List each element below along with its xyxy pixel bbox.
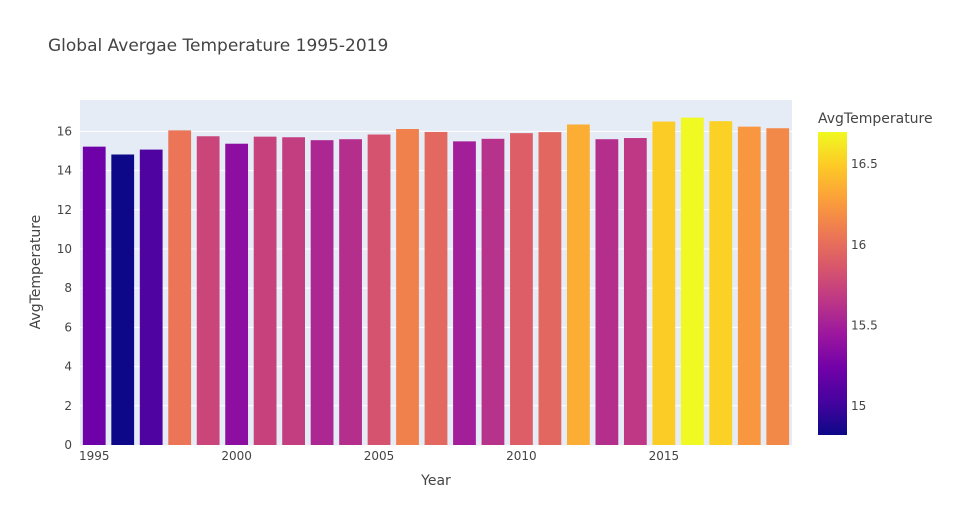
y-tick-label: 10: [57, 242, 72, 256]
y-axis-ticks: 0 2 4 6 8 10 12 14 16: [57, 124, 72, 452]
bar-2004: [339, 139, 362, 446]
x-axis-title: Year: [420, 473, 451, 489]
bar-2001: [253, 136, 277, 445]
y-tick-label: 12: [57, 203, 72, 217]
y-tick-label: 0: [64, 438, 72, 452]
colorbar-tick-label: 16: [851, 238, 866, 252]
bar-1997: [139, 149, 163, 445]
bar-2000: [225, 143, 249, 445]
x-axis-ticks: 1995 2000 2005 2010 2015: [79, 449, 679, 463]
x-tick-label: 2015: [649, 449, 680, 463]
x-tick-label: 1995: [79, 449, 110, 463]
y-tick-label: 16: [57, 124, 72, 138]
x-tick-label: 2000: [221, 449, 252, 463]
bar-2015: [652, 121, 676, 445]
bar-2018: [737, 126, 761, 445]
chart-title: Global Avergae Temperature 1995-2019: [48, 36, 388, 56]
bar-2010: [510, 133, 533, 445]
y-tick-label: 6: [64, 320, 72, 334]
bar-2016: [680, 117, 704, 446]
bar-2009: [481, 138, 505, 445]
bar-2012: [567, 124, 590, 445]
bar-1999: [196, 136, 220, 445]
bar-2011: [538, 132, 562, 446]
y-tick-label: 2: [64, 399, 72, 413]
bar-1996: [111, 154, 135, 445]
bar-2008: [453, 141, 476, 446]
bar-2006: [396, 129, 419, 446]
y-axis-title: AvgTemperature: [28, 215, 44, 330]
bar-2019: [766, 128, 790, 445]
x-tick-label: 2010: [506, 449, 537, 463]
bar-2005: [367, 134, 391, 445]
colorbar-ticks: 15 15.5 16 16.5: [851, 157, 878, 413]
bar-2002: [282, 137, 305, 445]
colorbar-tick-label: 15: [851, 399, 866, 413]
bar-2013: [595, 139, 619, 446]
x-tick-label: 2005: [364, 449, 395, 463]
y-tick-label: 4: [64, 360, 72, 374]
colorbar: [818, 132, 847, 435]
bar-1995: [82, 146, 106, 445]
bars: [82, 117, 790, 446]
bar-1998: [168, 130, 192, 445]
bar-2007: [424, 131, 448, 445]
bar-2014: [623, 138, 647, 445]
colorbar-title: AvgTemperature: [818, 111, 933, 127]
y-tick-label: 14: [57, 164, 72, 178]
y-tick-label: 8: [64, 281, 72, 295]
bar-2017: [709, 121, 733, 445]
bar-2003: [310, 140, 334, 445]
colorbar-tick-label: 16.5: [851, 157, 878, 171]
colorbar-tick-label: 15.5: [851, 318, 878, 332]
